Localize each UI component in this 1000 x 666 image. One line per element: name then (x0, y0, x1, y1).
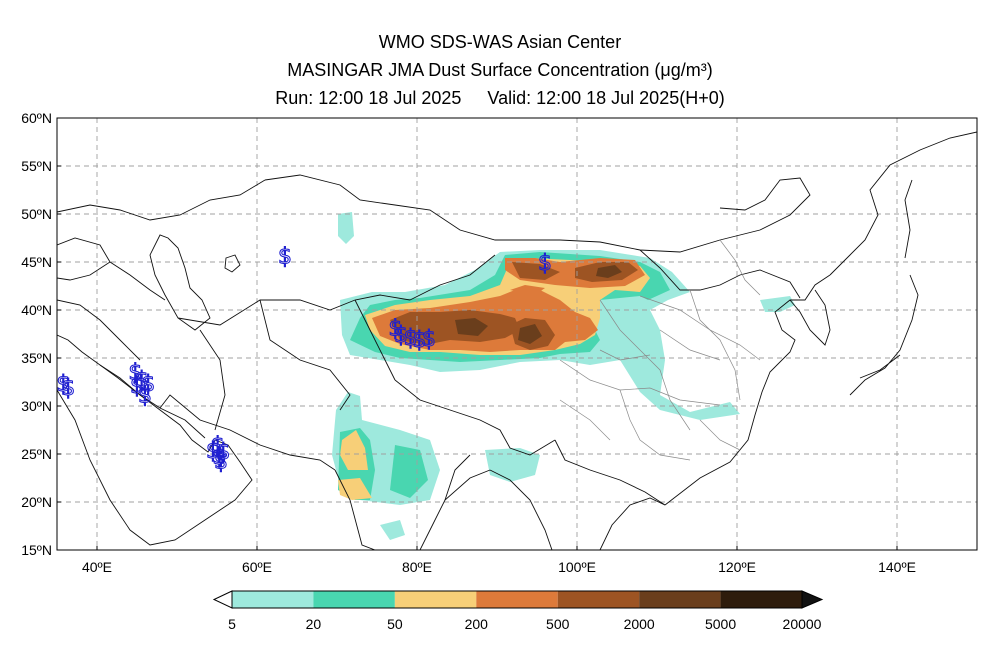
lon-tick-label: 140ºE (878, 559, 916, 575)
dust-report-symbol: $ (130, 374, 144, 399)
lat-tick-label: 50ºN (21, 206, 52, 222)
lat-tick-label: 45ºN (21, 254, 52, 270)
colorbar-label: 20 (306, 616, 322, 632)
lon-tick-label: 80ºE (402, 559, 432, 575)
colorbar-label: 5 (228, 616, 236, 632)
longitude-labels: 40ºE 60ºE 80ºE 100ºE 120ºE 140ºE (82, 546, 916, 575)
dust-report-symbol: $ (412, 328, 426, 353)
colorbar-label: 500 (546, 616, 570, 632)
dust-report-symbols: $ $$$$$$$$$$$$$$$$$$ (56, 244, 553, 476)
lon-tick-label: 100ºE (558, 559, 596, 575)
dust-report-symbol: $ (141, 372, 155, 397)
lon-tick-label: 40ºE (82, 559, 112, 575)
dust-level-2000 (455, 265, 622, 344)
colorbar-segment (476, 591, 558, 608)
dust-report-symbol: $ (422, 327, 436, 352)
colorbar-label: 200 (465, 616, 489, 632)
lat-tick-label: 15ºN (21, 542, 52, 558)
dust-report-symbol: $ (216, 440, 230, 465)
title-line-2: MASINGAR JMA Dust Surface Concentration … (287, 60, 713, 80)
dust-report-symbol: $ (211, 433, 225, 458)
title-line-1: WMO SDS-WAS Asian Center (378, 32, 622, 52)
dust-report-symbol: $ (138, 383, 152, 408)
lat-tick-label: 30ºN (21, 398, 52, 414)
lon-tick-label: 120ºE (718, 559, 756, 575)
dust-report-symbol: $ (538, 251, 552, 276)
dust-report-symbol: $ (135, 368, 149, 393)
latitude-labels: 60ºN 55ºN 50ºN 45ºN 40ºN 35ºN 30ºN 25ºN 20ºN 15ºN (21, 110, 61, 558)
colorbar-outline (231, 590, 803, 609)
valid-time: Valid: 12:00 18 Jul 2025(H+0) (487, 88, 725, 108)
dust-report-symbol: $ (404, 326, 418, 351)
lat-tick-label: 40ºN (21, 302, 52, 318)
dust-concentration-field (332, 212, 795, 540)
title-line-3: Run: 12:00 18 Jul 2025 Valid: 12:00 18 Ju… (0, 87, 1000, 109)
colorbar-label: 2000 (624, 616, 655, 632)
colorbar-segment (557, 591, 640, 608)
colorbar-label: 50 (387, 616, 403, 632)
dust-report-symbol: $ (206, 439, 220, 464)
run-time: Run: 12:00 18 Jul 2025 (275, 88, 462, 108)
dust-report-symbol: $ (212, 445, 226, 470)
dust-level-500 (390, 262, 638, 350)
dust-report-symbol: $ (56, 372, 70, 397)
dust-report-symbol: $ (61, 376, 75, 401)
lat-tick-label: 20ºN (21, 494, 52, 510)
dust-report-symbol: $ (388, 316, 402, 341)
colorbar-high-arrow (801, 590, 824, 609)
lat-tick-label: 55ºN (21, 158, 52, 174)
lon-tick-label: 60ºE (242, 559, 272, 575)
colorbar-segment (720, 591, 802, 608)
map-frame (56, 117, 978, 551)
colorbar-segment (313, 591, 395, 608)
dust-report-symbol: $ (394, 323, 408, 348)
map-boundaries (57, 131, 977, 550)
lat-tick-label: 60ºN (21, 110, 52, 126)
colorbar-segment (639, 591, 721, 608)
dust-report-symbol: $ (278, 244, 292, 269)
colorbar-segment (394, 591, 477, 608)
lat-tick-label: 35ºN (21, 350, 52, 366)
colorbar: 5 20 50 200 500 2000 5000 20000 (212, 590, 824, 632)
colorbar-low-arrow (212, 590, 233, 609)
lat-tick-label: 25ºN (21, 446, 52, 462)
dust-report-symbol: $ (128, 360, 142, 385)
colorbar-label: 20000 (783, 616, 822, 632)
colorbar-label: 5000 (705, 616, 736, 632)
colorbar-segment (232, 591, 314, 608)
map-grid (57, 118, 977, 550)
dust-report-symbol: $ (214, 450, 228, 475)
